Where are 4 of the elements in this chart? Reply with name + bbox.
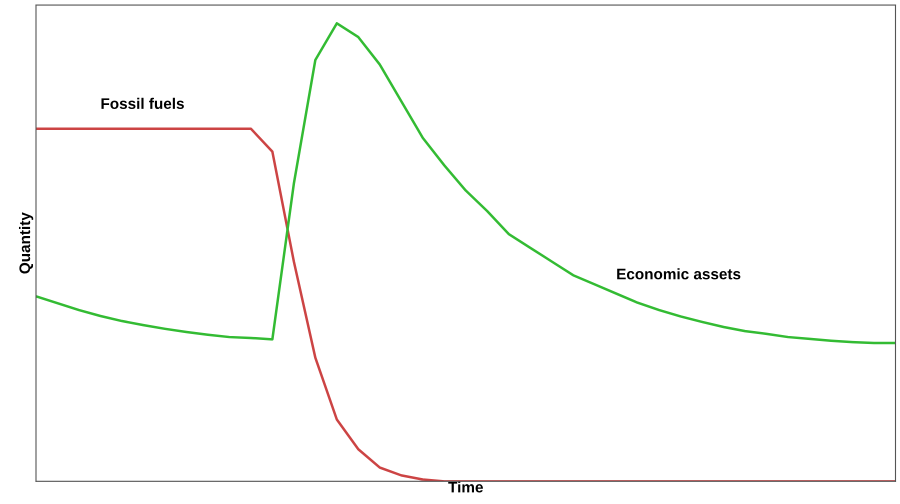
series-label: Fossil fuels (101, 98, 184, 110)
series-label: Economic assets (617, 268, 740, 280)
y-axis-title: Quantity (18, 212, 34, 274)
x-axis-title: Time (448, 481, 483, 493)
